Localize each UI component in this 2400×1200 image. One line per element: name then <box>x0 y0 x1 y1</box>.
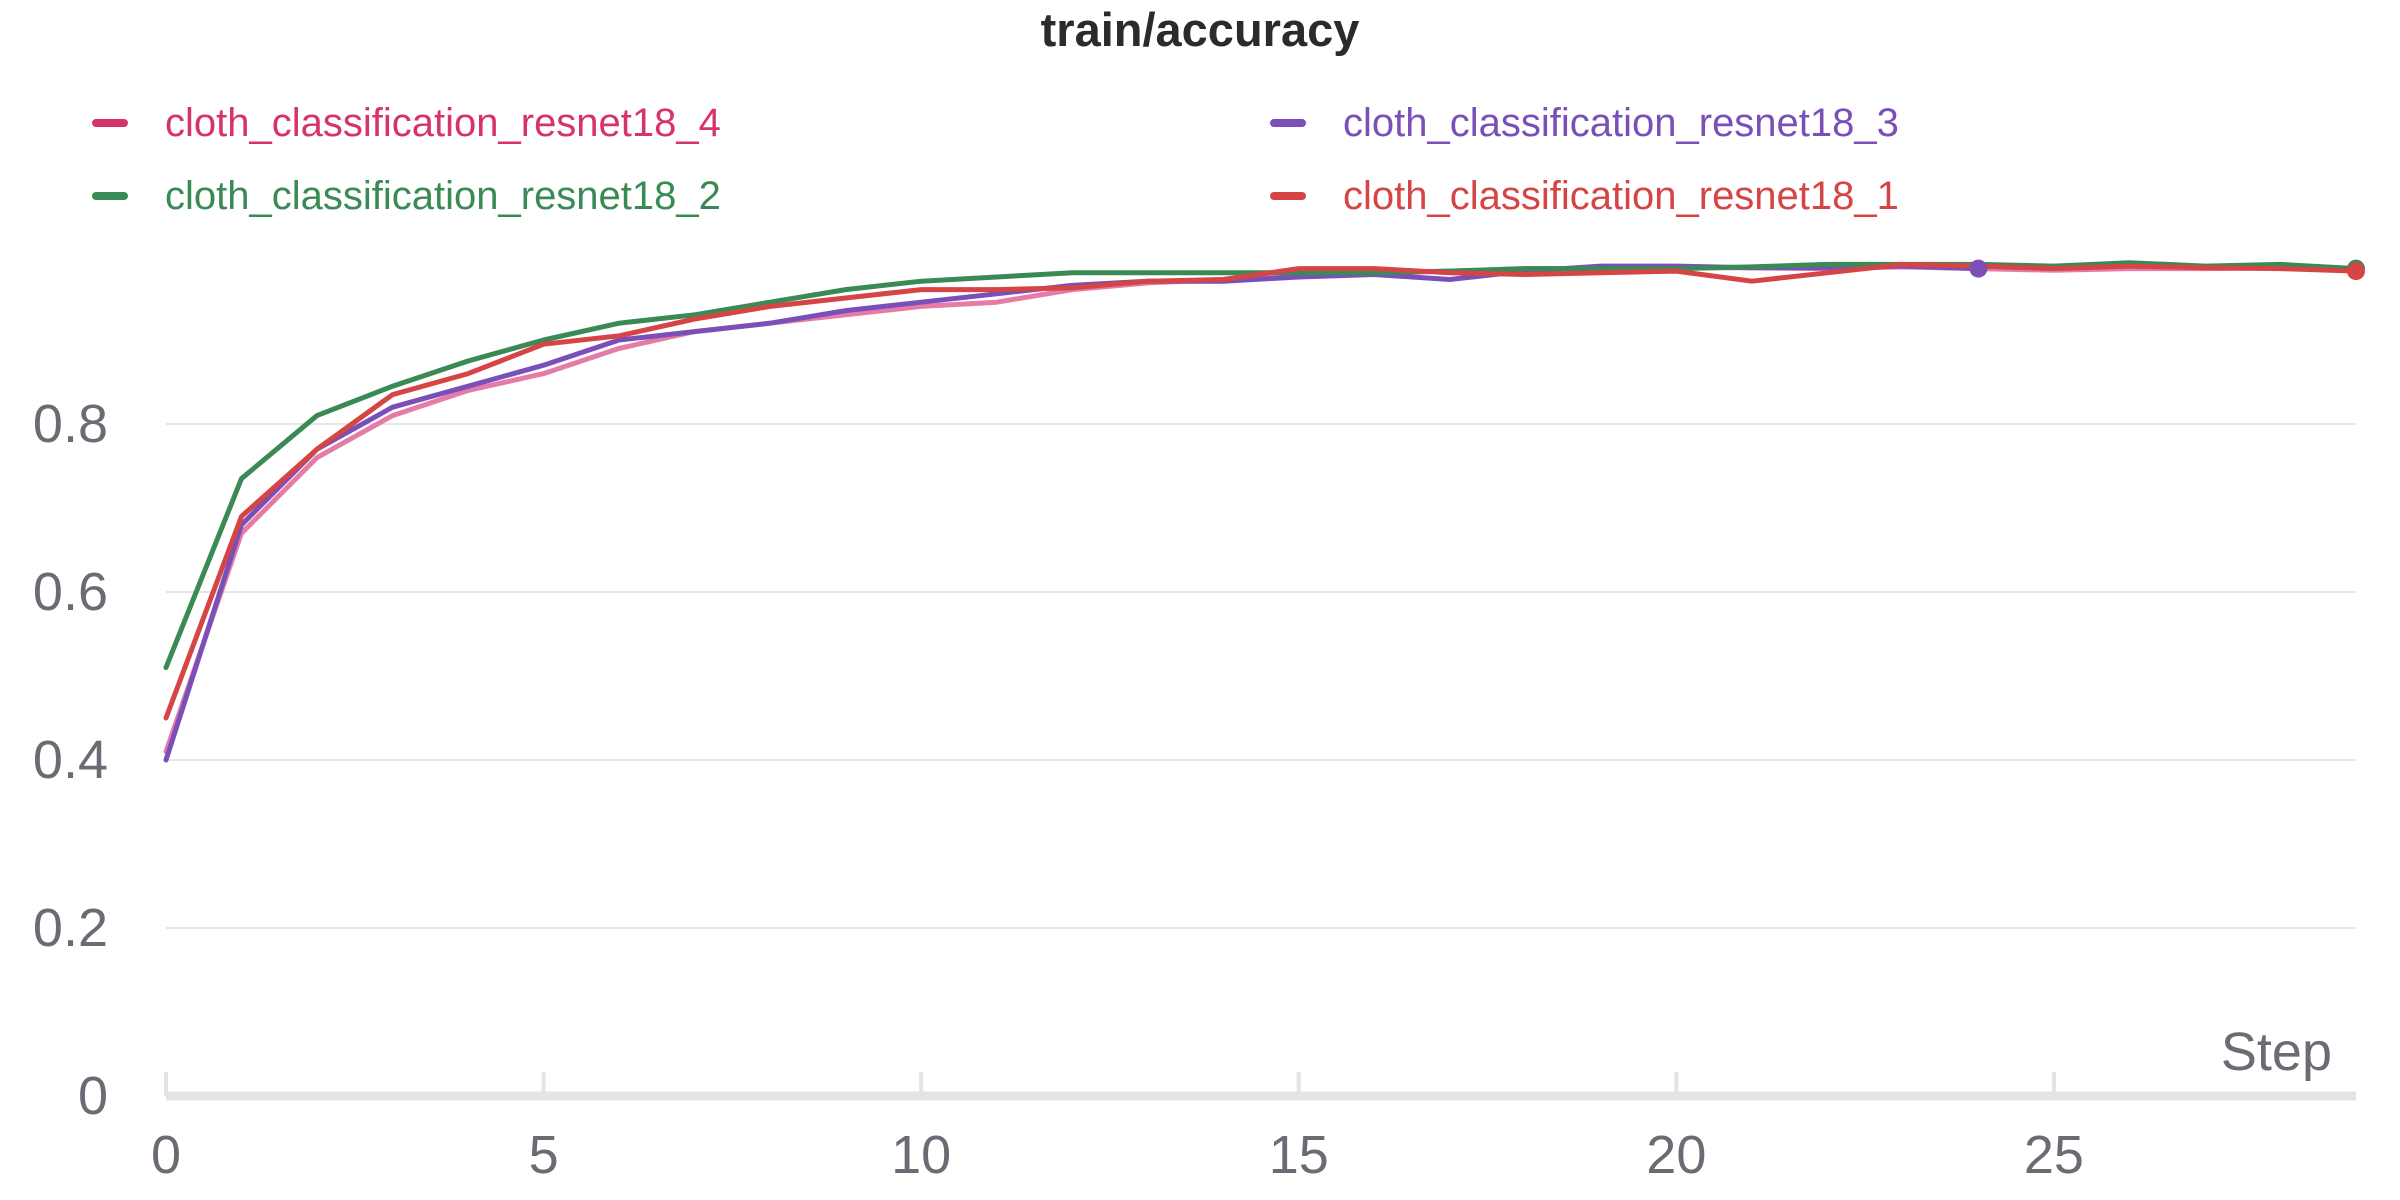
x-tick-label-0: 0 <box>151 1125 181 1185</box>
legend-item-resnet18-1[interactable]: cloth_classification_resnet18_1 <box>1270 166 1899 226</box>
y-tick-label-0: 0 <box>78 1066 108 1126</box>
legend-item-resnet18-4[interactable]: cloth_classification_resnet18_4 <box>92 93 721 153</box>
y-tick-label-2: 0.4 <box>33 730 108 790</box>
series-line-3 <box>163 260 2359 671</box>
series-line-2 <box>163 263 1981 763</box>
series-end-marker-2 <box>1969 259 1988 278</box>
legend-label-resnet18-1: cloth_classification_resnet18_1 <box>1343 173 1899 218</box>
series-lines <box>163 260 2359 763</box>
x-tick-label-1: 5 <box>529 1125 559 1185</box>
x-axis-label: Step <box>2221 1022 2332 1082</box>
y-tick-label-3: 0.6 <box>33 562 108 622</box>
legend-swatch-resnet18-1 <box>1270 192 1306 200</box>
grid-lines <box>166 423 2356 929</box>
tick-labels: 0 0.2 0.4 0.6 0.8 0 5 10 15 20 25 Step <box>33 394 2332 1185</box>
legend-label-resnet18-3: cloth_classification_resnet18_3 <box>1343 100 1899 145</box>
series-end-marker-4 <box>2347 262 2365 281</box>
y-tick-label-4: 0.8 <box>33 394 108 454</box>
y-tick-label-1: 0.2 <box>33 898 108 958</box>
x-tick-label-3: 15 <box>1269 1125 1329 1185</box>
x-tick-label-5: 25 <box>2024 1125 2084 1185</box>
series-line-4 <box>163 261 2359 721</box>
legend-item-resnet18-3[interactable]: cloth_classification_resnet18_3 <box>1270 93 1899 153</box>
x-tick-label-4: 20 <box>1646 1125 1706 1185</box>
legend-item-resnet18-2[interactable]: cloth_classification_resnet18_2 <box>92 166 721 226</box>
x-axis <box>164 1072 2356 1101</box>
legend-swatch-resnet18-2 <box>92 192 128 200</box>
chart-title: train/accuracy <box>1040 3 1360 56</box>
series-end-markers <box>1969 259 2365 281</box>
legend-label-resnet18-4: cloth_classification_resnet18_4 <box>165 100 721 145</box>
x-tick-label-2: 10 <box>891 1125 951 1185</box>
legend-swatch-resnet18-4 <box>92 119 128 127</box>
series-line-1 <box>163 264 2359 755</box>
legend-swatch-resnet18-3 <box>1270 119 1306 127</box>
legend-label-resnet18-2: cloth_classification_resnet18_2 <box>165 173 721 218</box>
